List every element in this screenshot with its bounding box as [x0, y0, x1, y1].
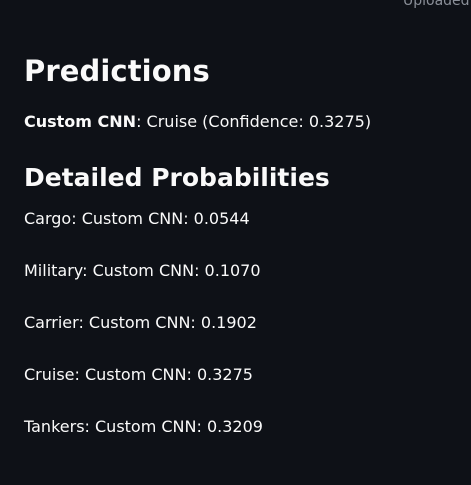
predictions-section: Predictions Custom CNN: Cruise (Confiden… — [24, 52, 464, 468]
detailed-probabilities-heading: Detailed Probabilities — [24, 163, 330, 192]
probability-item-cruise: Cruise: Custom CNN: 0.3275 — [24, 365, 253, 384]
prediction-summary: Custom CNN: Cruise (Confidence: 0.3275) — [24, 111, 464, 133]
probability-list: Cargo: Custom CNN: 0.0544 Military: Cust… — [24, 208, 464, 438]
prediction-result: Cruise (Confidence: 0.3275) — [146, 112, 372, 131]
prediction-separator: : — [136, 112, 147, 131]
probability-item-tankers: Tankers: Custom CNN: 0.3209 — [24, 417, 263, 436]
predictions-heading: Predictions — [24, 54, 210, 88]
probability-item-military: Military: Custom CNN: 0.1070 — [24, 261, 261, 280]
probability-item-carrier: Carrier: Custom CNN: 0.1902 — [24, 313, 257, 332]
probability-item-cargo: Cargo: Custom CNN: 0.0544 — [24, 209, 250, 228]
uploaded-caption: Uploaded — [403, 0, 470, 9]
model-name: Custom CNN — [24, 112, 137, 131]
